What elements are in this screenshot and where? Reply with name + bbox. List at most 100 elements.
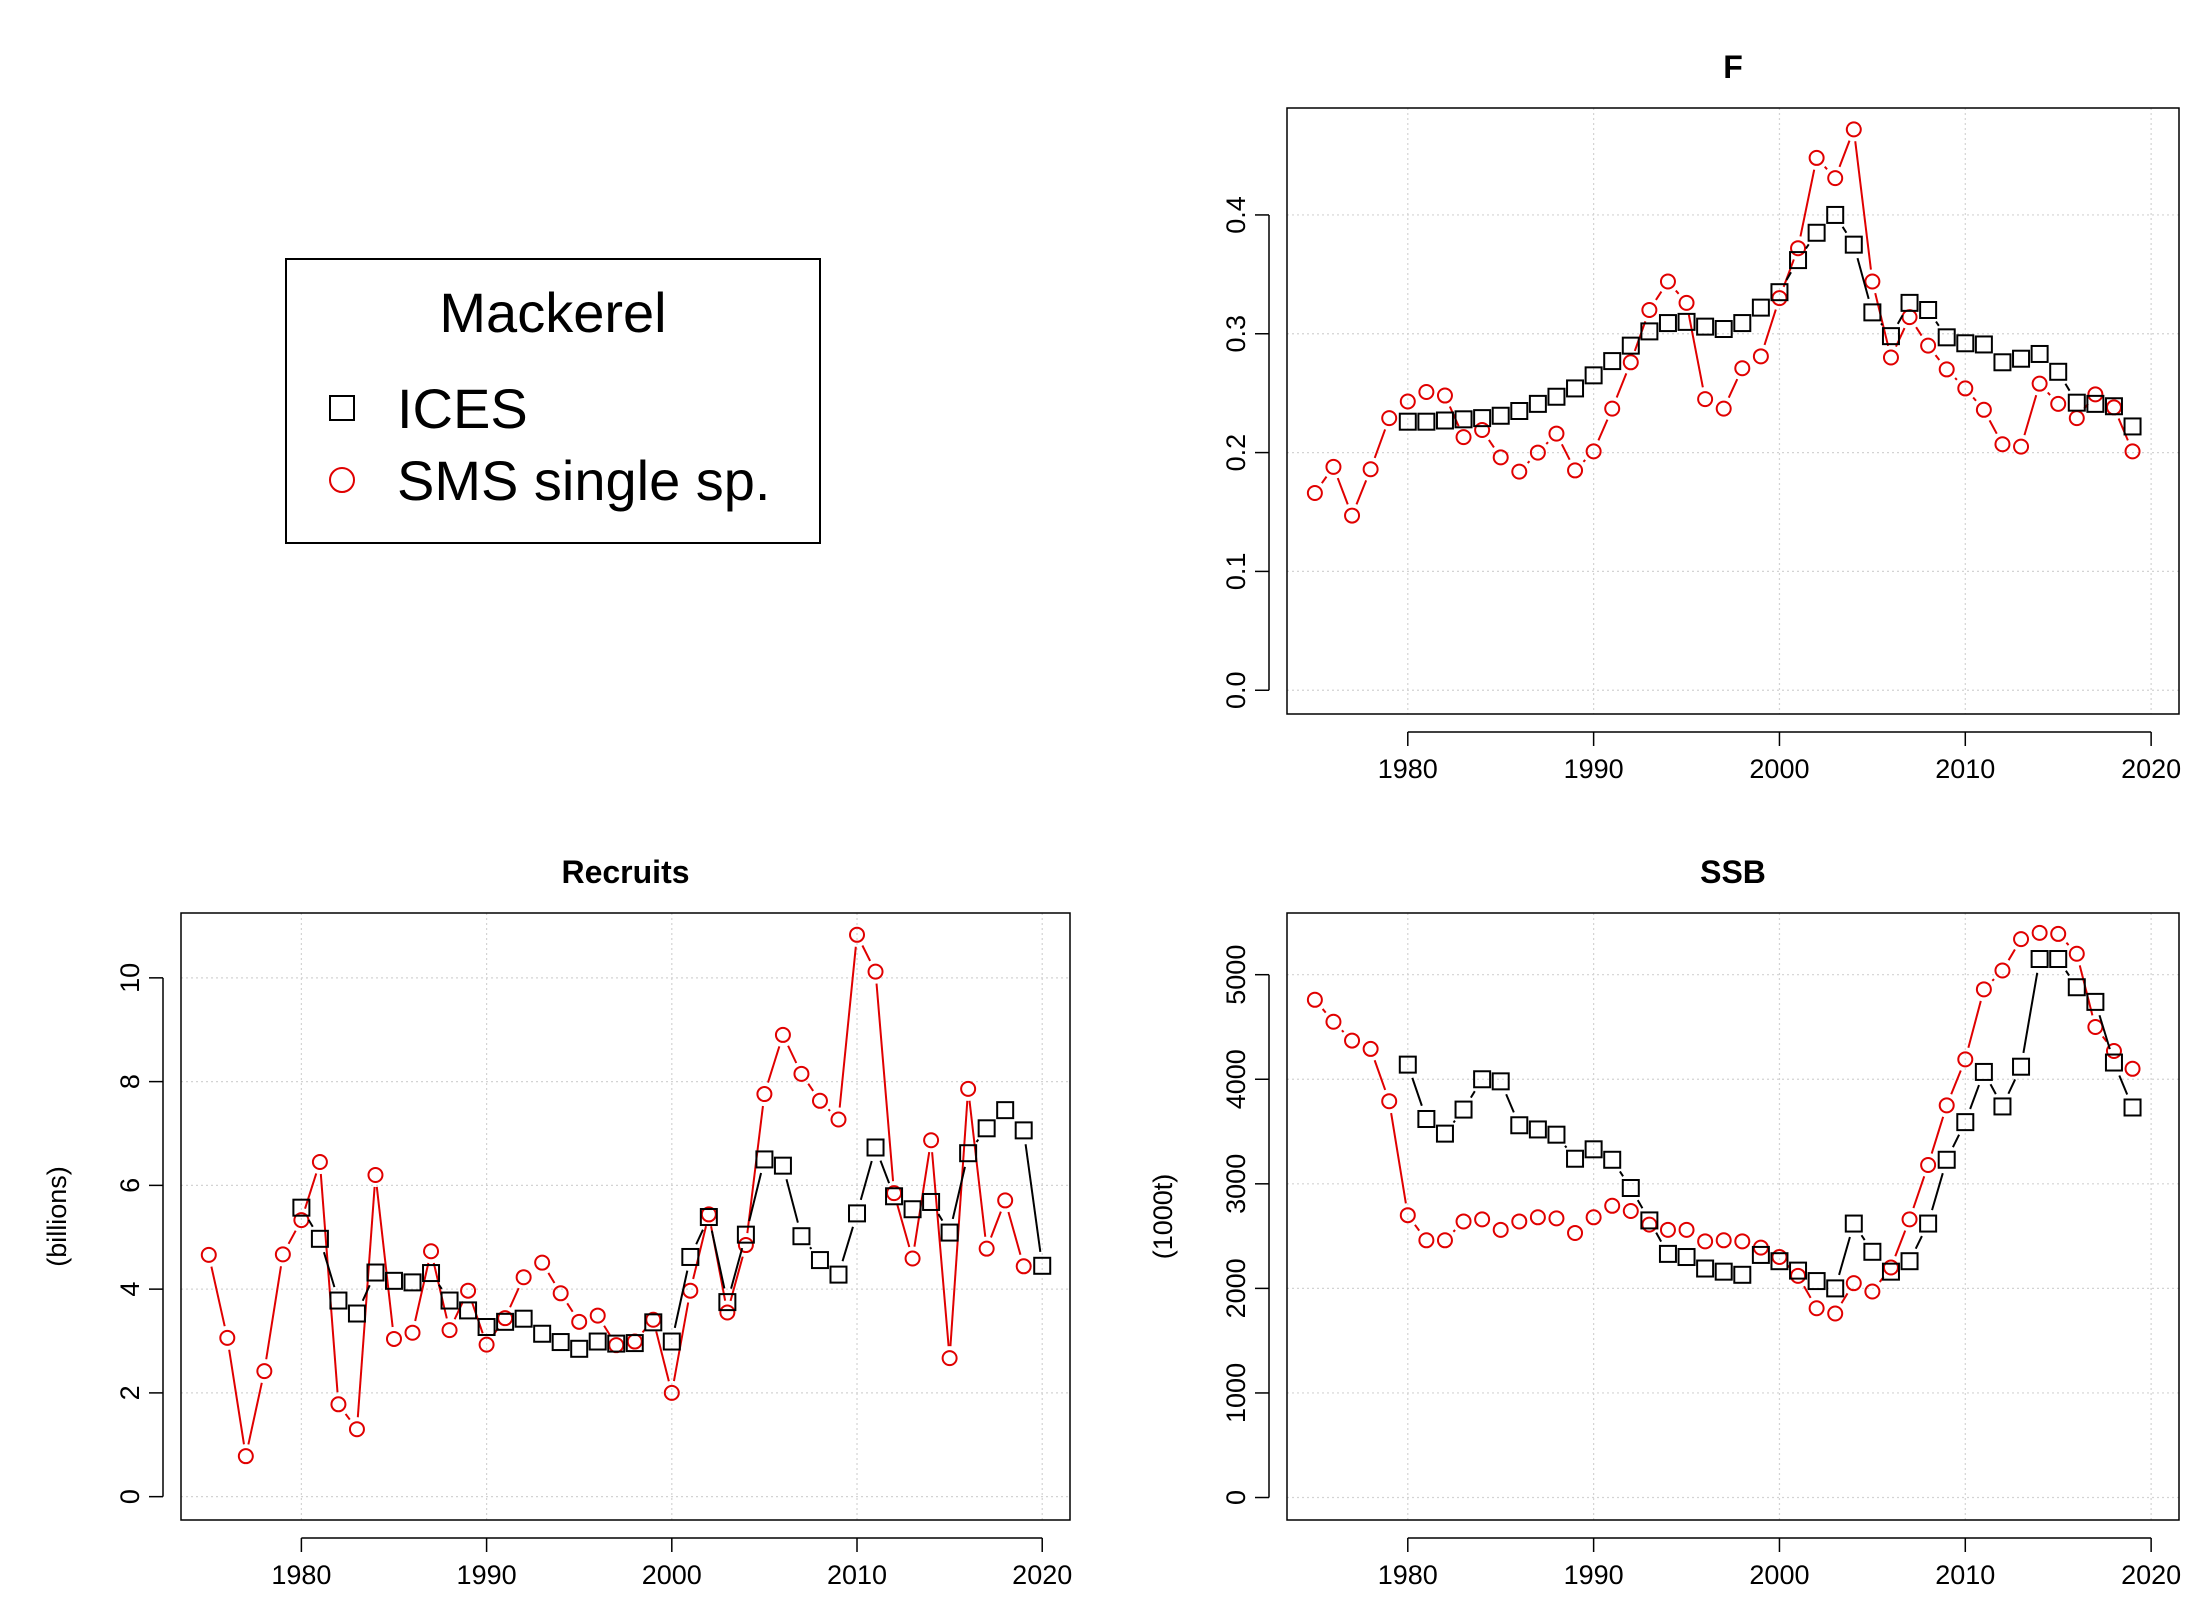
data-point-circle: [1901, 309, 1918, 326]
data-point-circle: [1827, 1305, 1844, 1322]
data-point-square: [1826, 1279, 1845, 1298]
data-point-circle: [1344, 1032, 1361, 1049]
x-tick-label: 1990: [457, 1560, 517, 1590]
data-point-circle: [1362, 1040, 1379, 1057]
data-point-square: [1863, 303, 1882, 322]
data-point-square: [1491, 1072, 1510, 1091]
series-segment: [2007, 1078, 2017, 1095]
y-tick-label: 10: [115, 963, 145, 993]
series-segment: [1799, 169, 1816, 237]
y-tick-label: 6: [115, 1178, 145, 1193]
data-point-circle: [1641, 1216, 1658, 1233]
data-point-square: [810, 1251, 829, 1270]
data-point-square: [922, 1192, 941, 1211]
data-point-square: [681, 1247, 700, 1266]
data-point-circle: [997, 1192, 1014, 1209]
series-segment: [807, 1083, 815, 1092]
data-point-square: [2067, 978, 2086, 997]
series-segment: [1655, 1232, 1663, 1243]
data-point-square: [2086, 992, 2105, 1011]
series-segment: [375, 1186, 394, 1328]
data-point-circle: [2013, 438, 2030, 455]
data-point-circle: [1436, 387, 1453, 404]
series-segment: [1336, 477, 1349, 505]
data-point-square: [310, 1229, 329, 1248]
data-point-square: [2049, 950, 2068, 969]
data-point-circle: [608, 1337, 625, 1354]
data-point-circle: [534, 1254, 551, 1271]
data-point-square: [1937, 328, 1956, 347]
data-point-square: [1640, 322, 1659, 341]
series-segment: [1914, 1235, 1923, 1250]
data-point-circle: [1659, 1221, 1676, 1238]
data-point-square: [1956, 334, 1975, 353]
data-point-circle: [1474, 1211, 1491, 1228]
data-point-circle: [1344, 507, 1361, 524]
series-segment: [2022, 972, 2039, 1054]
chart-title: F: [1723, 49, 1743, 85]
data-point-square: [773, 1156, 792, 1175]
data-point-square: [403, 1273, 422, 1292]
series-segment: [1341, 1029, 1345, 1033]
data-point-square: [1621, 1179, 1640, 1198]
x-axis: 1980 1990 2000 2010 2020: [1378, 1537, 2181, 1590]
data-point-circle: [1641, 302, 1658, 318]
x-tick-label: 1990: [1564, 1560, 1624, 1590]
data-point-square: [1566, 1149, 1585, 1168]
series-segment: [1687, 314, 1704, 388]
series-segment: [1840, 1292, 1849, 1304]
data-point-square: [755, 1150, 774, 1169]
data-point-circle: [367, 1166, 384, 1183]
series-segment: [841, 1226, 854, 1262]
series-segment: [356, 1186, 376, 1418]
series-segment: [1355, 479, 1368, 505]
series-segment: [1896, 314, 1904, 325]
data-point-circle: [441, 1322, 458, 1339]
data-point-circle: [1455, 1213, 1472, 1230]
data-point-square: [2067, 393, 2086, 412]
series-segment: [748, 1172, 763, 1222]
data-point-circle: [1864, 1283, 1881, 1300]
data-point-square: [1881, 1262, 1900, 1281]
series-segment: [767, 1046, 781, 1083]
data-point-square: [1510, 402, 1529, 420]
data-point-square: [903, 1200, 922, 1219]
data-point-circle: [1511, 1213, 1528, 1230]
data-point-circle: [1715, 1232, 1732, 1249]
series-sms: [1306, 121, 2141, 524]
y-tick-label: 4000: [1221, 1049, 1251, 1109]
series-segment: [1824, 166, 1828, 170]
series-segment: [1803, 1285, 1812, 1299]
data-point-circle: [1882, 349, 1899, 366]
series-segment: [1411, 1077, 1423, 1107]
data-point-square: [1844, 1214, 1863, 1233]
data-point-square: [848, 1204, 867, 1223]
data-point-square: [2104, 1053, 2123, 1072]
series-segment: [838, 946, 857, 1108]
data-point-square: [1014, 1121, 1033, 1140]
chart-recruits: Recruits (billions) 1980 1990 2000 2010 2020 0 2…: [42, 854, 1072, 1590]
y-tick-label: 0.3: [1221, 315, 1251, 353]
data-point-circle: [1604, 400, 1621, 417]
data-point-square: [1900, 293, 1919, 312]
series-segment: [1452, 1229, 1456, 1233]
data-point-circle: [1845, 121, 1862, 138]
data-point-circle: [1845, 1275, 1862, 1292]
series-segment: [1972, 396, 1977, 402]
data-point-square: [1603, 1150, 1622, 1169]
series-segment: [2065, 970, 2070, 977]
data-point-circle: [1920, 337, 1937, 354]
data-point-circle: [1585, 1209, 1602, 1226]
series-segment: [2023, 394, 2038, 436]
data-point-square: [1547, 387, 1566, 406]
series-segment: [1373, 429, 1387, 459]
data-point-square: [1974, 1062, 1993, 1081]
data-point-circle: [2068, 945, 2085, 962]
series-segment: [879, 1160, 891, 1184]
series-segment: [1526, 460, 1531, 464]
data-point-circle: [2013, 931, 2030, 948]
data-point-square: [1900, 1252, 1919, 1271]
data-point-circle: [1678, 294, 1695, 311]
data-point-square: [2012, 1057, 2031, 1076]
